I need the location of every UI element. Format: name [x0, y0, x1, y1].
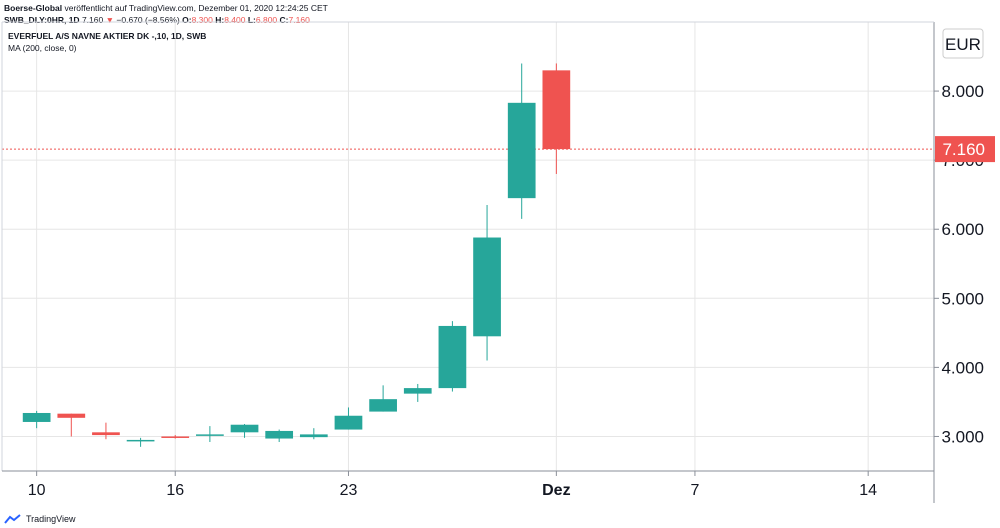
x-tick-label: 16: [166, 482, 184, 499]
high-value: 8.400: [224, 15, 246, 25]
low-label: L:: [247, 15, 256, 25]
publish-info-line: Boerse-Global veröffentlicht auf Trading…: [4, 2, 994, 14]
symbol-label: SWB_DLY:0HR, 1D: [4, 15, 80, 25]
down-arrow-icon: ▼: [105, 15, 115, 25]
currency-label: EUR: [945, 35, 981, 54]
change-text: −0.670 (−8.56%): [116, 15, 180, 25]
x-tick-label: 23: [340, 482, 358, 499]
candle-body-up: [126, 439, 155, 442]
y-tick-label: 3.000: [941, 427, 984, 446]
publisher-name: Boerse-Global: [4, 3, 63, 13]
candle-body-down: [92, 432, 120, 436]
y-tick-label: 8.000: [941, 82, 984, 101]
last-price-badge: [935, 136, 995, 163]
candle-body-up: [196, 434, 224, 436]
candle-body-up: [334, 415, 363, 430]
currency-badge[interactable]: [942, 28, 984, 59]
candle-body-up: [403, 388, 432, 394]
high-label: H:: [215, 15, 225, 25]
chart-title: EVERFUEL A/S NAVNE AKTIER DK -,10, 1D, S…: [8, 31, 206, 41]
close-value: 7.160: [288, 15, 310, 25]
candle-body-up: [473, 237, 501, 337]
x-tick-label: 14: [859, 482, 877, 499]
grid-layer: [2, 22, 934, 471]
candles-layer: [22, 63, 571, 447]
y-tick-label: 6.000: [941, 220, 984, 239]
symbol-info-line: SWB_DLY:0HR, 1D 7.160 ▼ −0.670 (−8.56%) …: [4, 14, 994, 26]
x-tick-label: 7: [690, 482, 699, 499]
x-tick-label: Dez: [542, 482, 570, 499]
chart-header: Boerse-Global veröffentlicht auf Trading…: [4, 2, 994, 26]
candle-body-down: [542, 70, 571, 150]
candle-body-up: [438, 325, 467, 389]
candle-body-up: [507, 102, 536, 199]
candle-body-up: [265, 430, 294, 439]
open-value: 8.300: [191, 15, 213, 25]
close-label: C:: [279, 15, 289, 25]
axes-layer: 3.0004.0005.0006.0007.0008.000101623Dez7…: [28, 82, 995, 499]
candle-body-down: [57, 413, 86, 418]
open-label: O:: [182, 15, 192, 25]
tradingview-logo-icon: [4, 514, 21, 524]
published-text: veröffentlicht auf TradingView.com, Deze…: [64, 3, 328, 13]
low-value: 6.800: [255, 15, 278, 25]
footer-brand: TradingView: [26, 514, 76, 524]
candle-body-up: [22, 412, 51, 422]
chart-frame: [1, 21, 935, 503]
candle-body-up: [299, 434, 328, 438]
y-tick-label: 5.000: [941, 289, 984, 308]
x-tick-label: 10: [28, 482, 46, 499]
y-tick-label: 4.000: [941, 358, 984, 377]
last-price-label: 7.160: [942, 140, 985, 159]
indicator-label: MA (200, close, 0): [8, 43, 77, 53]
footer: TradingView: [4, 514, 76, 524]
candle-body-up: [230, 424, 259, 433]
candle-body-down: [161, 436, 190, 438]
last-price-text: 7.160: [81, 15, 104, 25]
candle-body-up: [369, 399, 397, 412]
